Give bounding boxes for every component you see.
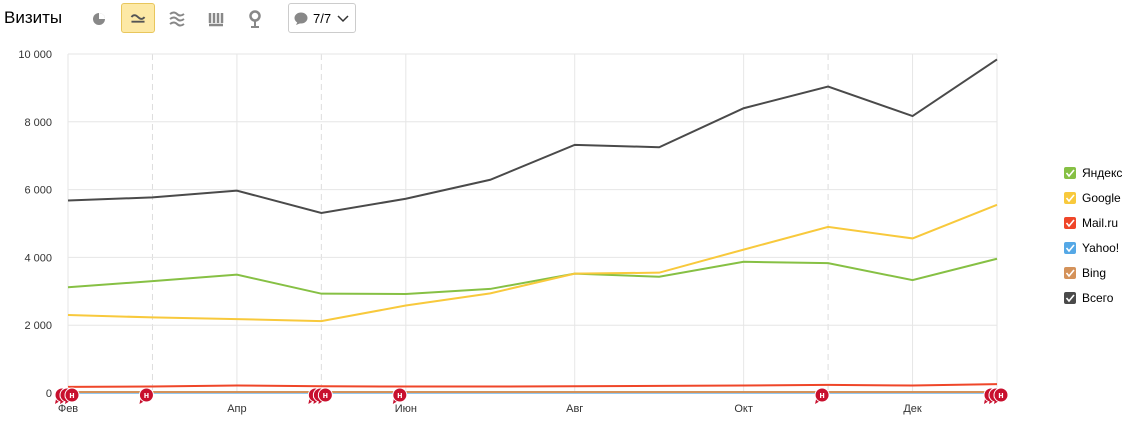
- annotation-pin: [313, 399, 319, 404]
- y-tick-label: 6 000: [24, 185, 52, 197]
- annotation-pin: [318, 399, 324, 404]
- annotation[interactable]: н: [814, 387, 830, 404]
- notes-icon: [294, 12, 308, 25]
- annotation-pin: [994, 399, 999, 404]
- x-tick-label: Фев: [58, 403, 78, 415]
- annotation-marker: [993, 387, 1009, 403]
- annotation-marker: [138, 387, 154, 403]
- annotation[interactable]: н: [64, 387, 80, 404]
- annotation-pin: [65, 399, 70, 404]
- y-tick-label: 10 000: [18, 49, 52, 61]
- annotation-pin: [392, 399, 398, 404]
- legend-label: Yahoo!: [1082, 241, 1119, 255]
- legend-check: [1065, 294, 1075, 303]
- legend-item[interactable]: Yahoo!: [1064, 241, 1119, 255]
- annotation[interactable]: н: [993, 387, 1009, 404]
- legend-item[interactable]: Mail.ru: [1064, 216, 1118, 230]
- map-button[interactable]: [244, 3, 266, 33]
- annotation-marker: [317, 387, 333, 403]
- x-tick-label: Дек: [903, 403, 922, 415]
- annotation-pin: [815, 399, 821, 404]
- legend-checkbox: [1064, 192, 1076, 204]
- legend-check: [1065, 194, 1075, 203]
- toolbar: Визиты 7/7: [0, 0, 400, 36]
- bar-button[interactable]: [205, 3, 227, 33]
- annotation-marker: [64, 387, 80, 403]
- legend-checkbox: [1064, 217, 1076, 229]
- series-line: [67, 58, 998, 215]
- annotation-label: н: [397, 390, 402, 400]
- annotation-pin: [139, 399, 145, 404]
- series-line: [67, 257, 998, 296]
- annotation-pin: [60, 399, 65, 404]
- legend-checkbox: [1064, 167, 1076, 179]
- annotation-label: н: [69, 390, 74, 400]
- x-tick-label: Авг: [566, 403, 583, 415]
- annotation-label: н: [323, 390, 328, 400]
- annotation-label: н: [998, 390, 1003, 400]
- annotation[interactable]: н: [392, 387, 408, 404]
- annotation[interactable]: н: [317, 387, 333, 404]
- y-tick-label: 8 000: [24, 117, 52, 129]
- title: Визиты: [4, 8, 63, 27]
- series-line: [67, 203, 998, 323]
- legend-label: Bing: [1082, 266, 1106, 280]
- legend-label: Mail.ru: [1082, 216, 1118, 230]
- legend-label: Всего: [1082, 291, 1114, 305]
- legend-check: [1065, 169, 1075, 178]
- legend-item[interactable]: Google: [1064, 191, 1121, 205]
- legend-check: [1065, 244, 1075, 253]
- x-tick-label: Июн: [395, 403, 417, 415]
- dropdown-arrow: [337, 15, 349, 23]
- x-tick-label: Окт: [734, 403, 753, 415]
- annotation[interactable]: н: [138, 387, 154, 404]
- annotation-marker: [392, 387, 408, 403]
- y-tick-label: 0: [46, 388, 52, 400]
- legend-check: [1065, 269, 1075, 278]
- notes-count: 7/7: [313, 11, 332, 26]
- series-line: [67, 383, 998, 388]
- annotation-pin: [308, 399, 314, 404]
- legend-item[interactable]: Яндекс: [1064, 166, 1122, 180]
- legend-item[interactable]: Bing: [1064, 266, 1106, 280]
- x-tick-label: Апр: [227, 403, 246, 415]
- annotation-label: н: [144, 390, 149, 400]
- area-button[interactable]: [166, 3, 188, 33]
- legend-checkbox: [1064, 267, 1076, 279]
- legend-label: Google: [1082, 191, 1121, 205]
- legend-item[interactable]: Всего: [1064, 291, 1114, 305]
- y-tick-label: 2 000: [24, 320, 52, 332]
- legend-checkbox: [1064, 292, 1076, 304]
- legend-check: [1065, 219, 1075, 228]
- y-tick-label: 4 000: [24, 252, 52, 264]
- pie-button[interactable]: [88, 3, 110, 33]
- annotation-pin: [55, 399, 60, 404]
- legend-label: Яндекс: [1082, 166, 1122, 180]
- notes-button[interactable]: 7/7: [288, 3, 356, 33]
- annotation-pin: [989, 399, 994, 404]
- annotation-label: н: [819, 390, 824, 400]
- legend-checkbox: [1064, 242, 1076, 254]
- line-button[interactable]: [121, 3, 155, 33]
- annotation-pin: [984, 399, 989, 404]
- annotation-marker: [814, 387, 830, 403]
